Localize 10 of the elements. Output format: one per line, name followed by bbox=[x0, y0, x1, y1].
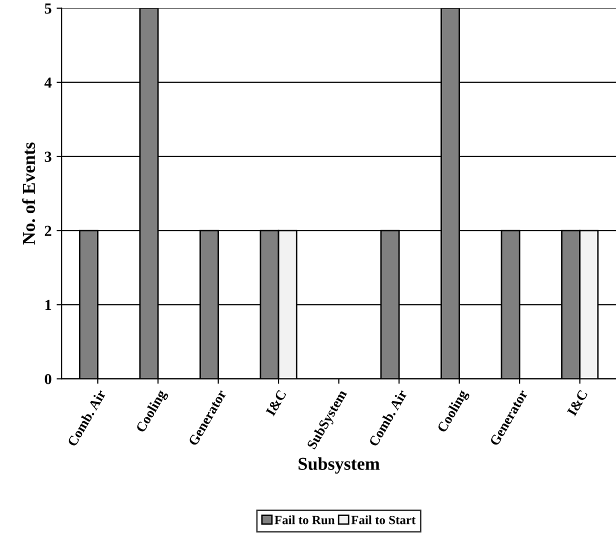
x-axis-title: Subsystem bbox=[298, 457, 380, 474]
y-tick-label: 4 bbox=[44, 78, 52, 88]
y-tick-label: 3 bbox=[44, 152, 52, 162]
y-axis-title: No. of Events bbox=[22, 142, 36, 245]
legend-label: Fail to Start bbox=[351, 515, 416, 524]
legend-label: Fail to Run bbox=[274, 515, 335, 524]
y-tick-label: 5 bbox=[44, 4, 52, 14]
y-tick-label: 2 bbox=[44, 226, 52, 236]
y-tick-label: 0 bbox=[44, 374, 52, 384]
y-tick-label: 1 bbox=[45, 300, 52, 310]
